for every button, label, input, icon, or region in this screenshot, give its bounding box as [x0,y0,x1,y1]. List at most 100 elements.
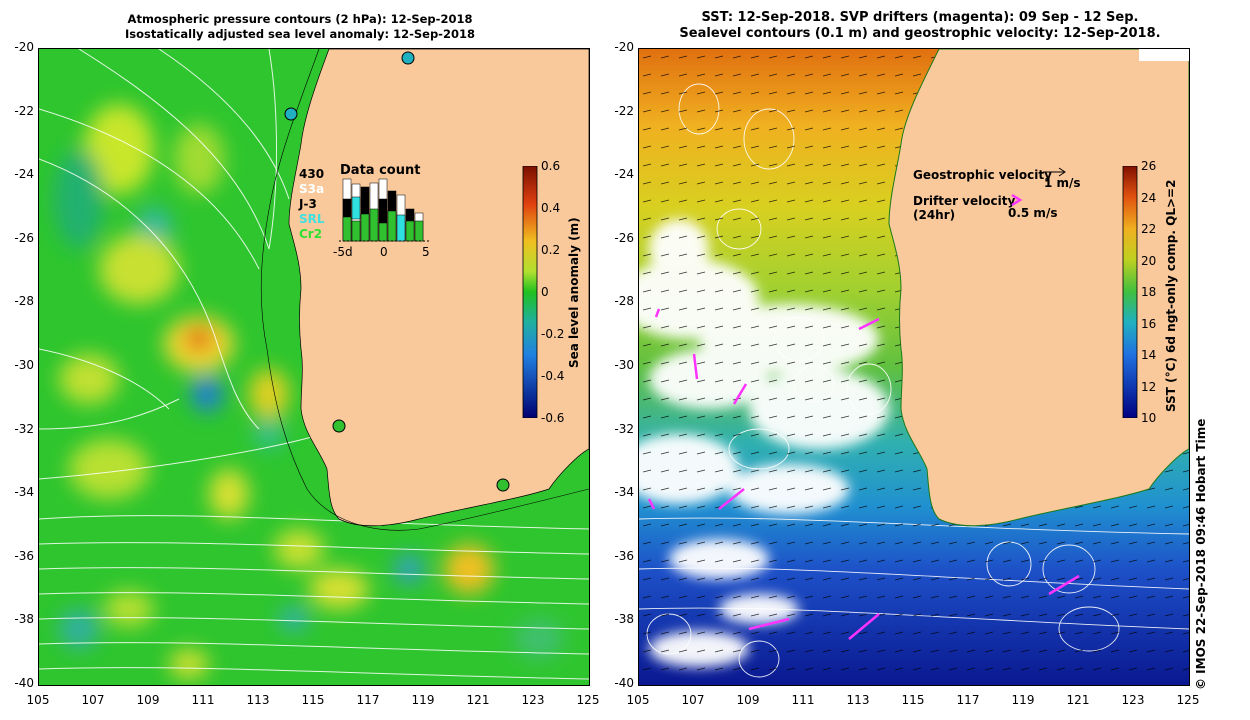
longitude-tick-label: 121 [466,693,490,707]
count-axis-tick: 0 [380,245,388,259]
latitude-tick-label: -40 [614,676,634,690]
sla-colorbar-tick: -0.4 [541,369,565,383]
longitude-tick-label: 125 [576,693,600,707]
latitude-tick-label: -30 [614,358,634,372]
latitude-tick-label: -32 [14,421,34,436]
longitude-tick-label: 113 [246,693,270,707]
longitude-tick-label: 111 [191,693,215,707]
latitude-tick-label: -24 [14,167,34,182]
geostrophic-scale-label: 1 m/s [1044,176,1081,190]
right-map-title: SST: 12-Sep-2018. SVP drifters (magenta)… [640,10,1200,42]
longitude-tick-label: 111 [791,693,815,707]
latitude-tick-label: -38 [14,612,34,627]
longitude-tick-label: 105 [26,693,50,707]
sst-colorbar-label: SST (°C) 6d ngt-only comp. QL>=2 [1164,179,1178,412]
latitude-tick-label: -36 [14,548,34,563]
sst-colorbar-tick: 26 [1141,159,1157,173]
sla-colorbar [522,166,538,418]
sla-colorbar-tick: 0.2 [541,243,561,257]
sla-colorbar-tick: -0.2 [541,327,565,341]
sla-map-panel [38,48,590,686]
count-j3: J-3 [299,197,317,211]
tide-gauge-marker [401,51,415,65]
sst-colorbar-tick: 20 [1141,253,1157,268]
imos-credit: © IMOS 22-Sep-2018 09:46 Hobart Time [1194,418,1208,690]
latitude-tick-label: -34 [614,485,634,500]
sla-map-graphic [39,49,589,685]
latitude-tick-label: -34 [14,485,34,500]
sla-colorbar-tick: 0 [541,285,549,299]
latitude-tick-label: -38 [614,612,634,627]
sst-colorbar-tick: 16 [1141,316,1157,331]
sst-colorbar-tick: 24 [1141,190,1157,205]
sst-colorbar-tick: 18 [1141,285,1157,299]
tide-gauge-marker [496,478,510,492]
longitude-tick-label: 125 [1176,693,1200,707]
sst-colorbar [1122,166,1138,418]
longitude-tick-label: 113 [846,693,870,707]
latitude-tick-label: -26 [14,230,34,245]
latitude-tick-label: -28 [14,294,34,309]
latitude-tick-label: -30 [14,358,34,372]
sst-map-graphic [639,49,1189,685]
sst-colorbar-tick: 14 [1141,348,1157,362]
tide-gauge-marker [332,419,346,433]
australia-landmass [888,49,1189,527]
longitude-tick-label: 117 [956,693,980,707]
count-cr2: Cr2 [299,227,323,241]
geostrophic-scale-arrow [1043,167,1066,177]
australia-landmass [288,49,589,527]
longitude-tick-label: 115 [301,693,325,707]
drifter-scale-label: 0.5 m/s [1008,206,1058,220]
count-430: 430 [299,167,325,181]
longitude-tick-label: 109 [736,693,760,707]
count-s3a: S3a [299,182,325,196]
longitude-tick-label: 109 [136,693,160,707]
latitude-tick-label: -20 [14,40,34,54]
left-title-line1: Atmospheric pressure contours (2 hPa): 1… [127,12,473,26]
drifter-scale-arrow [1011,193,1023,207]
longitude-tick-label: 105 [626,693,650,707]
right-title-line2: Sealevel contours (0.1 m) and geostrophi… [679,26,1161,41]
count-srl: SRL [299,212,325,226]
sst-colorbar-tick: 22 [1141,222,1157,236]
latitude-tick-label: -22 [614,103,634,118]
sla-colorbar-tick: 0.6 [541,159,561,173]
latitude-tick-label: -22 [14,103,34,118]
latitude-tick-label: -36 [614,548,634,563]
longitude-tick-label: 117 [356,693,380,707]
left-map-title: Atmospheric pressure contours (2 hPa): 1… [80,12,520,42]
data-count-bars [339,178,432,242]
geostrophic-velocity-label: Geostrophic velocity [913,168,1052,182]
latitude-tick-label: -28 [614,294,634,309]
longitude-tick-label: 115 [901,693,925,707]
drifter-velocity-sub: (24hr) [913,208,956,222]
left-title-line2: Isostatically adjusted sea level anomaly… [125,27,475,41]
drifter-velocity-label: Drifter velocity [913,194,1016,208]
longitude-tick-label: 123 [521,693,545,707]
right-title-line1: SST: 12-Sep-2018. SVP drifters (magenta)… [701,10,1139,25]
sst-colorbar-tick: 10 [1141,411,1157,425]
latitude-tick-label: -20 [614,40,634,54]
longitude-tick-label: 119 [1011,693,1035,707]
count-axis-tick: 5 [422,245,430,259]
svp-drifters [647,308,1080,640]
latitude-tick-label: -26 [614,230,634,245]
count-axis-tick: -5d [333,245,353,259]
sst-map-panel [638,48,1190,686]
latitude-tick-label: -40 [14,676,34,690]
data-count-title: Data count [340,163,421,178]
longitude-tick-label: 123 [1121,693,1145,707]
data-count-legend: 430 S3a J-3 SRL Cr2 [299,167,325,242]
sla-colorbar-tick: 0.4 [541,201,561,215]
longitude-tick-label: 119 [411,693,435,707]
longitude-tick-label: 107 [681,693,705,707]
sst-colorbar-tick: 12 [1141,379,1157,394]
pressure-contours [39,49,589,680]
latitude-tick-label: -32 [614,421,634,436]
longitude-tick-label: 121 [1066,693,1090,707]
tide-gauge-marker [284,107,298,121]
latitude-tick-label: -24 [614,167,634,182]
longitude-tick-label: 107 [81,693,105,707]
sla-colorbar-label: Sea level anomaly (m) [567,217,581,368]
